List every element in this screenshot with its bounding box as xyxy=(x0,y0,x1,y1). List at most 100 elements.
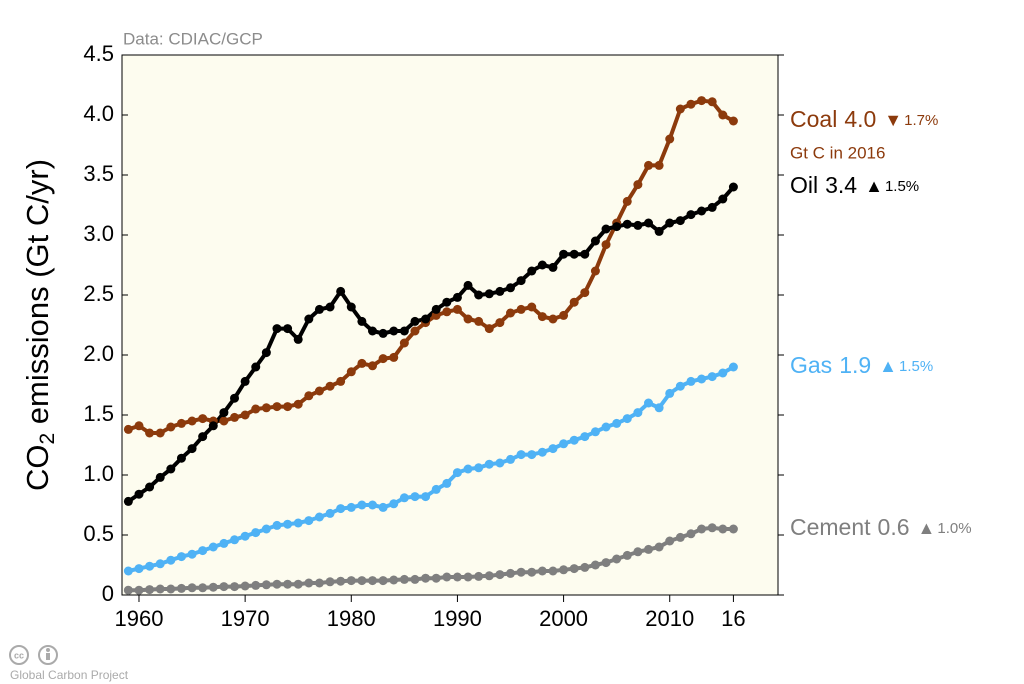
point xyxy=(463,314,473,324)
point xyxy=(643,160,653,170)
point xyxy=(569,249,579,259)
point xyxy=(728,524,738,534)
point xyxy=(378,354,388,364)
point xyxy=(516,304,526,314)
point xyxy=(654,226,664,236)
point xyxy=(155,584,165,594)
point xyxy=(474,571,484,581)
point xyxy=(686,529,696,539)
point xyxy=(389,575,399,585)
series-end-value: 0.6 xyxy=(878,514,910,540)
point xyxy=(304,314,314,324)
point xyxy=(230,582,240,592)
point xyxy=(442,572,452,582)
point xyxy=(421,573,431,583)
point xyxy=(527,450,537,460)
point xyxy=(272,520,282,530)
y-tick-label: 1.5 xyxy=(83,401,114,426)
point xyxy=(601,422,611,432)
point xyxy=(474,316,484,326)
point xyxy=(314,578,324,588)
point xyxy=(368,500,378,510)
point xyxy=(293,518,303,528)
point xyxy=(665,536,675,546)
change-arrow: ▲ xyxy=(918,518,936,538)
point xyxy=(548,566,558,576)
point xyxy=(272,579,282,589)
point xyxy=(368,576,378,586)
point xyxy=(686,99,696,109)
point xyxy=(601,558,611,568)
point xyxy=(718,194,728,204)
y-tick-label: 3.0 xyxy=(83,221,114,246)
point xyxy=(707,523,717,533)
point xyxy=(145,585,155,595)
point xyxy=(580,432,590,442)
point xyxy=(389,352,399,362)
point xyxy=(569,564,579,574)
point xyxy=(569,435,579,445)
series-end-value: 3.4 xyxy=(825,172,857,198)
point xyxy=(399,574,409,584)
point xyxy=(484,289,494,299)
series-label: Oil 3.4 ▲ 1.5% xyxy=(790,172,919,198)
point xyxy=(145,561,155,571)
point xyxy=(675,532,685,542)
plot-background xyxy=(122,55,778,595)
point xyxy=(697,96,707,106)
point xyxy=(314,304,324,314)
point xyxy=(633,220,643,230)
point xyxy=(506,568,516,578)
x-tick-label: 1980 xyxy=(327,606,376,631)
point xyxy=(251,580,261,590)
point xyxy=(421,492,431,502)
point xyxy=(675,104,685,114)
point xyxy=(261,524,271,534)
y-tick-label: 2.5 xyxy=(83,281,114,306)
point xyxy=(166,555,176,565)
point xyxy=(665,134,675,144)
point xyxy=(527,567,537,577)
plot-frame xyxy=(121,54,779,596)
cc-icons: cc xyxy=(9,645,58,665)
point xyxy=(537,447,547,457)
point xyxy=(537,312,547,322)
point xyxy=(293,334,303,344)
point xyxy=(580,562,590,572)
series-line xyxy=(127,365,735,573)
point xyxy=(399,493,409,503)
point xyxy=(198,583,208,593)
point xyxy=(187,583,197,593)
point xyxy=(272,402,282,412)
point xyxy=(410,574,420,584)
series-line xyxy=(127,185,735,504)
point xyxy=(336,286,346,296)
point xyxy=(697,374,707,384)
point xyxy=(134,421,144,431)
point xyxy=(357,500,367,510)
point xyxy=(506,283,516,293)
x-tick-label: 2010 xyxy=(645,606,694,631)
point xyxy=(612,222,622,232)
y-tick-label: 0.5 xyxy=(83,521,114,546)
point xyxy=(484,459,494,469)
point xyxy=(495,318,505,328)
point xyxy=(304,578,314,588)
point xyxy=(325,302,335,312)
point xyxy=(155,559,165,569)
point xyxy=(527,302,537,312)
point xyxy=(590,266,600,276)
point xyxy=(559,310,569,320)
point xyxy=(346,302,356,312)
point xyxy=(145,482,155,492)
y-tick-label: 2.0 xyxy=(83,341,114,366)
y-tick-label: 4.5 xyxy=(83,41,114,66)
point xyxy=(219,416,229,426)
point xyxy=(590,560,600,570)
point xyxy=(378,576,388,586)
point xyxy=(537,260,547,270)
point xyxy=(622,196,632,206)
series-label: Gas 1.9 ▲ 1.5% xyxy=(790,352,933,378)
